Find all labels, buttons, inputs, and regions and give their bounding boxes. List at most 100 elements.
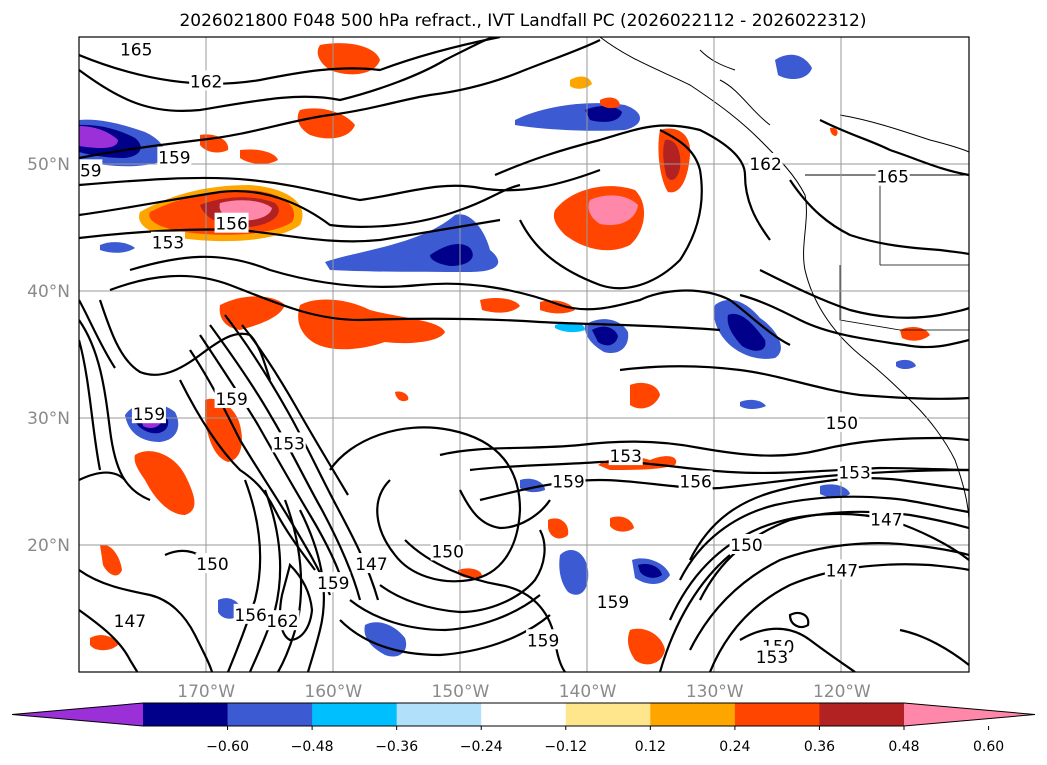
- colorbar-tick-label: 0.12: [635, 739, 666, 755]
- contour-label-background: [316, 572, 351, 593]
- y-axis-ticks: 20°N 30°N 40°N 50°N: [27, 155, 70, 556]
- colorbar-tick-label: −0.24: [460, 739, 503, 755]
- contour-label-background: [875, 165, 910, 186]
- x-tick-label: 140°W: [559, 682, 617, 702]
- y-tick-label: 20°N: [27, 536, 70, 556]
- map-frame: [78, 36, 970, 673]
- x-tick-label: 120°W: [813, 682, 871, 702]
- contour-label-background: [678, 470, 713, 491]
- contour-label: 150: [826, 414, 858, 434]
- contour-label: 153: [838, 464, 870, 484]
- contour-label: 150: [431, 542, 463, 562]
- contour-label: 156: [679, 473, 711, 493]
- contour-label: 156: [234, 606, 266, 626]
- colorbar-tick-label: −0.36: [375, 739, 418, 755]
- x-tick-label: 160°W: [304, 682, 362, 702]
- contour-label-background: [824, 412, 859, 433]
- contour-label: 147: [870, 511, 902, 531]
- colorbar: [11, 702, 1036, 727]
- colorbar-outline: [11, 702, 1036, 727]
- contour-label-background: [551, 470, 586, 491]
- colorbar-extend-high: [904, 703, 1035, 726]
- contour-label-background: [869, 508, 904, 529]
- contour-label: 159: [215, 390, 247, 410]
- contour-label: 159: [552, 473, 584, 493]
- contour-label: 162: [266, 612, 298, 632]
- colorbar-segment: [312, 703, 398, 726]
- contour-label: 159: [527, 631, 559, 651]
- contour-label: 159: [317, 574, 349, 594]
- colorbar-segment: [819, 703, 905, 726]
- colorbar-tick-label: −0.48: [291, 739, 334, 755]
- contour-label-background: [754, 645, 789, 666]
- contour-label: 153: [609, 447, 641, 467]
- colorbar-tick-labels: −0.60 −0.48 −0.36 −0.24 −0.12 0.12 0.24 0.36 0.4…: [206, 726, 1004, 755]
- contour-label-background: [265, 610, 300, 631]
- contour-label-background: [430, 540, 465, 561]
- contour-label-background: [214, 387, 249, 408]
- colorbar-tick-label: 0.24: [719, 739, 750, 755]
- contour-label: 159: [158, 149, 190, 169]
- contour-label: 150: [730, 536, 762, 556]
- contour-label-background: [354, 553, 389, 574]
- contour-label-background: [596, 591, 630, 612]
- contour-label-background: [824, 559, 859, 580]
- contour-label-background: [748, 153, 783, 173]
- colorbar-segment: [143, 703, 229, 726]
- contour-label: 159: [597, 593, 629, 613]
- contour-label: 159: [69, 161, 101, 181]
- coastlines: [599, 37, 969, 521]
- contour-label: 159: [133, 405, 165, 425]
- colorbar-tick-label: −0.60: [206, 739, 249, 755]
- x-tick-label: 150°W: [432, 682, 490, 702]
- map-area: 165 162 159 159 156 153 162 165 159 159 153 153 159 1…: [69, 37, 969, 672]
- contour-label-background: [233, 603, 268, 624]
- contour-label-background: [837, 461, 872, 482]
- colorbar-segment: [565, 703, 651, 726]
- contour-label-background: [157, 146, 192, 167]
- contour-label: 147: [355, 555, 387, 575]
- x-tick-label: 170°W: [177, 682, 235, 702]
- x-axis-ticks: 170°W 160°W 150°W 140°W 130°W 120°W: [177, 682, 871, 702]
- colorbar-tick-label: 0.36: [804, 739, 835, 755]
- contour-label-background: [195, 553, 230, 574]
- contour-label: 156: [215, 215, 247, 235]
- contour-label-background: [79, 159, 103, 180]
- contour-label-background: [131, 403, 166, 424]
- contour-label-background: [214, 212, 249, 233]
- colorbar-segment: [650, 703, 736, 726]
- contour-label: 147: [114, 612, 146, 632]
- contour-label-background: [112, 610, 147, 631]
- refractivity-shading: [79, 43, 930, 665]
- contour-label-background: [271, 432, 306, 453]
- contour-label-background: [119, 38, 154, 59]
- y-tick-label: 50°N: [27, 155, 70, 175]
- y-tick-label: 40°N: [27, 282, 70, 302]
- colorbar-segment: [481, 703, 567, 726]
- contour-label-background: [189, 70, 224, 91]
- contour-label-background: [729, 534, 764, 554]
- contour-label: 162: [190, 72, 222, 92]
- contour-label-background: [608, 445, 643, 466]
- contour-label: 153: [152, 234, 184, 254]
- contour-label: 150: [196, 555, 228, 575]
- colorbar-tick-label: −0.12: [544, 739, 587, 755]
- colorbar-tick-label: 0.60: [973, 739, 1004, 755]
- y-tick-label: 30°N: [27, 409, 70, 429]
- colorbar-segment: [227, 703, 313, 726]
- contour-label: 165: [120, 41, 152, 61]
- contour-labels: 165 162 159 159 156 153 162 165 159 159 153 153 159 1…: [69, 38, 910, 668]
- contour-label: 153: [273, 434, 305, 454]
- colorbar-segment: [734, 703, 820, 726]
- contour-label: 147: [826, 561, 858, 581]
- contour-label: 153: [756, 648, 788, 668]
- x-tick-label: 130°W: [686, 682, 744, 702]
- colorbar-tick-label: 0.48: [888, 739, 919, 755]
- contour-label-background: [151, 231, 185, 252]
- contour-label-background: [526, 629, 561, 650]
- chart-title: 2026021800 F048 500 hPa refract., IVT La…: [179, 11, 866, 31]
- colorbar-segment: [396, 703, 482, 726]
- colorbar-extend-low: [12, 703, 143, 726]
- contour-label: 165: [876, 168, 908, 188]
